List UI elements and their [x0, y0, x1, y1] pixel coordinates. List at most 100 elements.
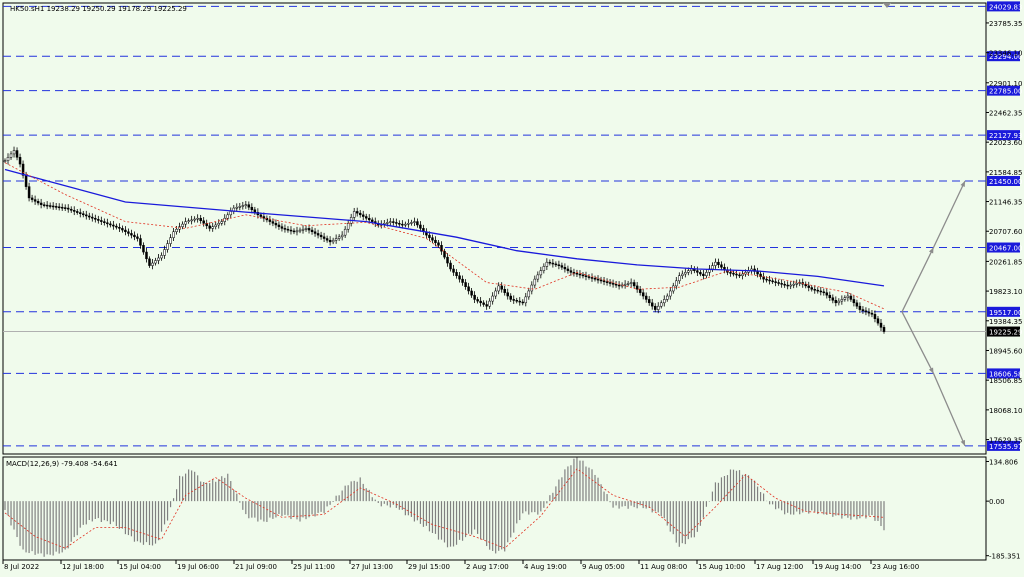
macd-signal-line: [4, 468, 885, 549]
candle-body: [834, 300, 838, 304]
projection-down-arrowhead-icon: [960, 439, 965, 446]
candle-body: [455, 272, 458, 276]
macd-signal-path: [4, 468, 885, 549]
candle-body: [33, 199, 37, 202]
candle-body: [873, 314, 877, 319]
candle-body: [530, 284, 534, 292]
candle-body: [518, 300, 522, 303]
candle-body: [51, 205, 55, 208]
candle-body: [771, 280, 774, 283]
time-tick-label: 8 Jul 2022: [4, 563, 39, 571]
macd-tick-label: 134.806: [989, 458, 1018, 466]
candle-body: [196, 217, 199, 220]
candle-body: [223, 217, 226, 222]
time-tick-label: 17 Aug 12:00: [756, 563, 803, 571]
candle-body: [431, 237, 434, 241]
candle-body: [268, 219, 272, 222]
candle-body: [882, 327, 886, 332]
candle-body: [666, 295, 669, 300]
time-tick-label: 4 Aug 19:00: [524, 563, 567, 571]
candle-body: [127, 231, 130, 234]
candle-body: [274, 223, 278, 226]
candle-body: [250, 206, 254, 211]
candle-body: [313, 231, 317, 234]
candle-body: [575, 272, 579, 275]
macd-pane[interactable]: MACD(12,26,9) -79.408 -54.641: [2, 456, 987, 561]
candle-body: [292, 230, 296, 233]
candle-body: [247, 204, 251, 208]
candle-body: [145, 251, 148, 260]
candle-body: [476, 299, 479, 302]
candle-body: [578, 273, 582, 276]
level-label: 20467.00: [989, 245, 1022, 253]
candle-body: [3, 160, 7, 162]
price-tick-label: 18068.10: [989, 407, 1022, 415]
candle-body: [729, 272, 732, 274]
price-pane[interactable]: HK50.sH1 19238.29 19250.29 19178.29 1922…: [2, 2, 987, 455]
candle-body: [681, 273, 684, 276]
candle-body: [371, 219, 374, 222]
candle-body: [738, 274, 741, 277]
level-label: 19517.00: [989, 309, 1022, 317]
price-tick-label: 22462.35: [989, 109, 1022, 117]
candle-body: [672, 285, 675, 292]
candle-body: [217, 223, 220, 226]
candle-body: [458, 275, 461, 280]
candle-body: [542, 266, 546, 271]
scroll-marker-icon[interactable]: [883, 3, 891, 8]
candle-body: [410, 222, 413, 224]
candle-body: [407, 223, 410, 225]
candle-body: [21, 163, 25, 176]
candle-body: [277, 224, 281, 227]
candle-body: [467, 286, 470, 292]
price-axis[interactable]: 24029.83 23294.00 22785.00 22127.93 21450.00…: [986, 1, 1022, 451]
candle-body: [36, 201, 40, 204]
candle-body: [172, 231, 175, 238]
candle-body: [563, 267, 567, 270]
candle-body: [389, 221, 392, 223]
candle-body: [566, 268, 570, 271]
candle-body: [551, 262, 555, 265]
candle-body: [419, 224, 422, 229]
candle-body: [629, 282, 633, 284]
level-label: 22127.93: [989, 132, 1022, 140]
candle-body: [322, 236, 326, 239]
candle-body: [611, 283, 615, 285]
projection-up-arrowhead-icon: [960, 180, 965, 187]
time-tick-label: 29 Jul 15:00: [408, 563, 450, 571]
candle-body: [647, 299, 651, 304]
candle-body: [283, 228, 287, 230]
price-tick-label: 22901.10: [989, 80, 1022, 88]
candle-body: [136, 236, 139, 239]
candle-body: [82, 213, 85, 216]
candle-body: [443, 250, 446, 258]
candle-body: [479, 300, 482, 304]
candle-body: [876, 318, 880, 324]
candle-body: [404, 223, 407, 226]
candle-body: [106, 222, 109, 225]
time-axis[interactable]: 8 Jul 2022 12 Jul 18:00 15 Jul 04:00 19 Jul…: [2, 560, 919, 571]
macd-tick-label: -185.351: [989, 553, 1020, 561]
level-badge: [987, 368, 1020, 379]
macd-axis[interactable]: 134.806 0.00 -185.351: [986, 458, 1020, 561]
time-tick-label: 9 Aug 05:00: [582, 563, 625, 571]
candle-body: [310, 229, 314, 232]
candle-body: [184, 221, 187, 225]
candle-body: [587, 276, 591, 278]
price-tick-label: 21584.85: [989, 169, 1022, 177]
candle-body: [705, 272, 708, 276]
candle-body: [343, 228, 347, 236]
candle-body: [638, 289, 642, 293]
candle-body: [45, 204, 49, 207]
candle-body: [605, 281, 609, 283]
candle-body: [69, 208, 73, 211]
candle-body: [85, 214, 88, 217]
candle-body: [569, 270, 573, 273]
candle-body: [352, 211, 356, 218]
level-badge: [987, 130, 1020, 141]
candle-body: [663, 299, 666, 304]
candle-body: [846, 295, 850, 298]
candle-body: [659, 302, 663, 307]
candle-body: [367, 217, 371, 221]
